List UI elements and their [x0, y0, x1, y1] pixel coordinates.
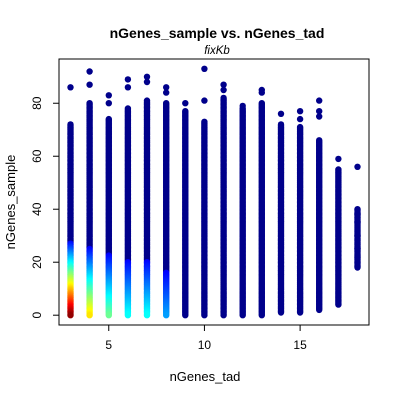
y-tick-label: 40 [30, 202, 44, 216]
data-point-outlier [296, 115, 304, 123]
data-point-outlier [258, 89, 265, 96]
data-point [258, 312, 265, 319]
data-point [354, 264, 361, 271]
data-point-outlier [124, 84, 132, 91]
data-point-outlier [296, 108, 304, 115]
data-point-outlier [316, 113, 323, 120]
data-point-outlier [354, 245, 361, 253]
y-axis: 0 20 40 60 80 [30, 96, 60, 319]
data-point-outlier [239, 102, 246, 110]
data-point-outlier [316, 97, 323, 104]
data-point-outlier [277, 110, 285, 118]
y-tick-label: 0 [30, 312, 44, 319]
x-axis: 5 10 15 [105, 324, 307, 352]
data-point-outlier [354, 232, 361, 239]
data-point [239, 312, 246, 319]
data-point [163, 312, 170, 319]
data-point [296, 309, 304, 316]
data-point [335, 301, 342, 308]
data-point [182, 312, 189, 319]
data-point-outlier [335, 155, 342, 163]
data-point-outlier [354, 211, 361, 218]
data-point [67, 312, 74, 319]
data-point-outlier [220, 86, 227, 94]
data-point-outlier [354, 219, 361, 226]
y-tick-label: 60 [30, 149, 44, 163]
data-point-outlier [201, 65, 208, 73]
data-point-outlier [67, 84, 74, 91]
data-point [105, 312, 113, 319]
data-point [201, 312, 208, 319]
data-point-outlier [220, 81, 227, 88]
data-point [143, 312, 151, 319]
x-tick-label: 5 [105, 338, 112, 352]
data-point [124, 312, 132, 319]
data-points [67, 65, 361, 319]
y-tick-label: 20 [30, 255, 44, 269]
data-point-outlier [354, 163, 361, 170]
data-point-outlier [143, 73, 151, 81]
x-axis-label: nGenes_tad [170, 369, 241, 384]
chart-title: nGenes_sample vs. nGenes_tad [110, 25, 325, 41]
data-point-outlier [86, 81, 93, 88]
data-point-outlier [105, 92, 113, 99]
y-tick-label: 80 [30, 96, 44, 110]
data-point-outlier [163, 84, 170, 91]
data-point [220, 312, 227, 319]
data-point [277, 309, 285, 316]
chart-subtitle: fixKb [204, 45, 230, 57]
data-point-outlier [143, 78, 151, 86]
data-point-outlier [163, 89, 170, 96]
data-point-outlier [124, 76, 132, 83]
plot-frame [58, 58, 370, 326]
data-point-outlier [201, 97, 208, 104]
x-tick-label: 15 [293, 338, 307, 352]
data-point-outlier [354, 253, 361, 261]
y-axis-label: nGenes_sample [3, 155, 18, 250]
data-point-outlier [86, 68, 93, 75]
data-point-outlier [316, 108, 323, 115]
data-point [86, 312, 93, 319]
x-tick-label: 10 [198, 338, 212, 352]
data-point [316, 306, 323, 314]
data-point-outlier [182, 100, 189, 107]
data-point-outlier [105, 100, 113, 107]
